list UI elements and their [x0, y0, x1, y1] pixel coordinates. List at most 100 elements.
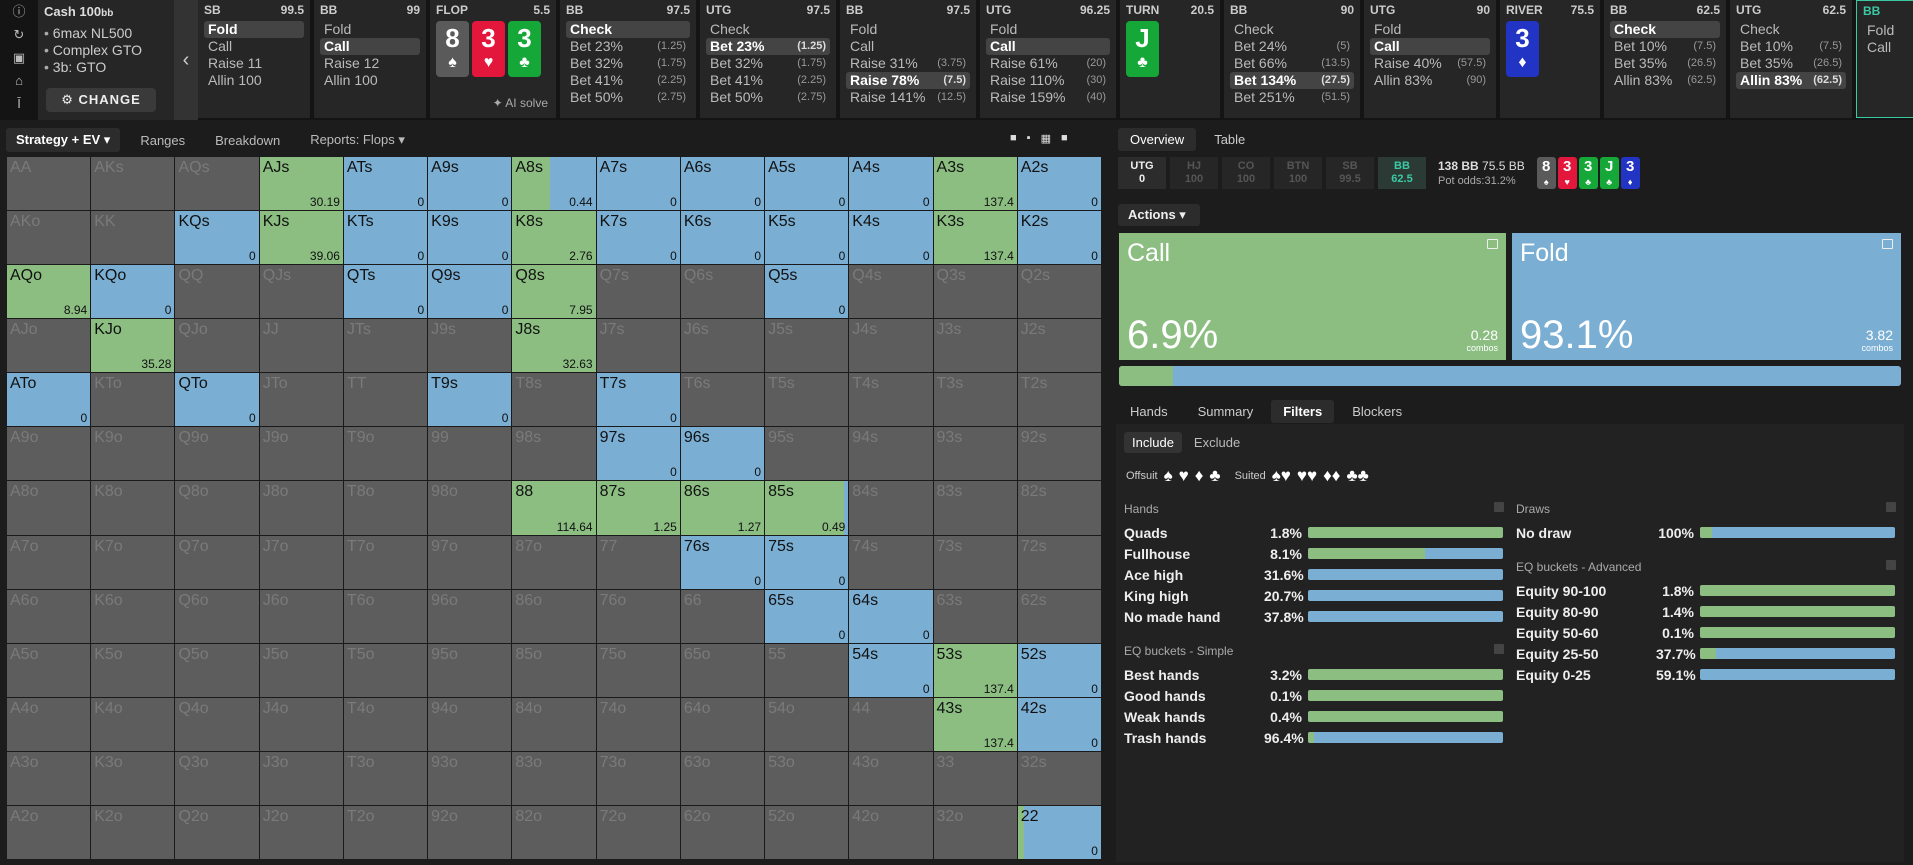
hand-cell[interactable]: J7s: [596, 319, 680, 373]
filter-row[interactable]: Equity 90-100 1.8%: [1516, 580, 1896, 601]
history-action[interactable]: Call: [204, 38, 304, 55]
hand-cell[interactable]: KJo 35.28: [91, 319, 175, 373]
history-action[interactable]: Fold: [1863, 22, 1913, 39]
hand-cell[interactable]: TT: [343, 373, 428, 427]
hand-cell[interactable]: JTo: [259, 373, 343, 427]
hand-cell[interactable]: 63o: [680, 751, 765, 805]
history-action[interactable]: Allin 83% (62.5): [1736, 72, 1846, 89]
hand-cell[interactable]: KTo: [91, 373, 175, 427]
filter-row[interactable]: No made hand 37.8%: [1124, 606, 1504, 627]
hand-cell[interactable]: AJs 30.19: [259, 157, 343, 211]
hand-cell[interactable]: 74o: [596, 697, 680, 751]
history-action[interactable]: Raise 31% (3.75): [846, 55, 970, 72]
hand-cell[interactable]: 96o: [428, 589, 512, 643]
actions-dropdown[interactable]: Actions ▾: [1118, 204, 1200, 226]
section-toggle-icon[interactable]: [1494, 502, 1504, 512]
hand-cell[interactable]: KK: [91, 211, 175, 265]
hand-cell[interactable]: 82s: [1017, 481, 1101, 535]
refresh-icon[interactable]: ↻: [13, 27, 25, 42]
history-step[interactable]: BB 97.5 Fold Call Raise 31% (3.75) Raise 78% (7…: [840, 0, 976, 118]
position-sb[interactable]: SB 99.5: [1326, 157, 1374, 189]
hand-cell[interactable]: 53s 137.4: [933, 643, 1017, 697]
hand-cell[interactable]: 43o: [849, 751, 933, 805]
filter-row[interactable]: Equity 50-60 0.1%: [1516, 622, 1896, 643]
hand-cell[interactable]: A4o: [7, 697, 91, 751]
ai-solve-button[interactable]: ✦ AI solve: [492, 96, 548, 110]
history-action[interactable]: Call: [1863, 39, 1913, 56]
offsuit-filter-icon[interactable]: ♦: [1194, 466, 1204, 485]
hand-cell[interactable]: KJs 39.06: [259, 211, 343, 265]
expand-icon[interactable]: [1487, 239, 1498, 249]
hand-cell[interactable]: Q9o: [175, 427, 259, 481]
hand-cell[interactable]: 32s: [1017, 751, 1101, 805]
history-action[interactable]: Call: [1370, 38, 1490, 55]
hand-cell[interactable]: K4s 0: [849, 211, 933, 265]
hand-cell[interactable]: T9o: [343, 427, 428, 481]
hand-cell[interactable]: J6o: [259, 589, 343, 643]
hand-cell[interactable]: J3o: [259, 751, 343, 805]
hand-cell[interactable]: QTo 0: [175, 373, 259, 427]
hand-cell[interactable]: Q3o: [175, 751, 259, 805]
history-action[interactable]: Bet 23% (1.25): [706, 38, 830, 55]
hand-cell[interactable]: AQo 8.94: [7, 265, 91, 319]
hand-cell[interactable]: 43s 137.4: [933, 697, 1017, 751]
hand-cell[interactable]: QQ: [175, 265, 259, 319]
tab-strategy-ev[interactable]: Strategy + EV ▾: [6, 128, 121, 152]
history-action[interactable]: Bet 35% (26.5): [1736, 55, 1846, 72]
history-action[interactable]: Bet 66% (13.5): [1230, 55, 1354, 72]
hand-cell[interactable]: 55: [765, 643, 849, 697]
history-action[interactable]: Call: [320, 38, 420, 55]
history-step[interactable]: UTG 62.5 Check Bet 10% (7.5) Bet 35% (26.5) All…: [1730, 0, 1852, 118]
hand-cell[interactable]: A5s 0: [765, 157, 849, 211]
hand-cell[interactable]: K6s 0: [680, 211, 765, 265]
hand-cell[interactable]: 93o: [428, 751, 512, 805]
hand-cell[interactable]: K2o: [91, 805, 175, 859]
filter-row[interactable]: Ace high 31.6%: [1124, 564, 1504, 585]
history-action[interactable]: Bet 23% (1.25): [566, 38, 690, 55]
hand-cell[interactable]: AA: [7, 157, 91, 211]
history-action[interactable]: Bet 35% (26.5): [1610, 55, 1720, 72]
hand-cell[interactable]: 82o: [512, 805, 596, 859]
hand-cell[interactable]: J5o: [259, 643, 343, 697]
hand-cell[interactable]: T2s: [1017, 373, 1101, 427]
hand-cell[interactable]: A6o: [7, 589, 91, 643]
hand-cell[interactable]: K3o: [91, 751, 175, 805]
hand-cell[interactable]: 92o: [428, 805, 512, 859]
hand-cell[interactable]: K7o: [91, 535, 175, 589]
hand-cell[interactable]: J9o: [259, 427, 343, 481]
history-step[interactable]: BB 90 Check Bet 24% (5) Bet 66% (13.5) Bet 134%…: [1224, 0, 1360, 118]
hand-cell[interactable]: J4s: [849, 319, 933, 373]
position-co[interactable]: CO 100: [1222, 157, 1270, 189]
hand-cell[interactable]: JJ: [259, 319, 343, 373]
hand-cell[interactable]: J8s 32.63: [512, 319, 596, 373]
hand-cell[interactable]: A7o: [7, 535, 91, 589]
hand-cell[interactable]: 74s: [849, 535, 933, 589]
filter-row[interactable]: Equity 0-25 59.1%: [1516, 664, 1896, 685]
history-action[interactable]: Bet 24% (5): [1230, 38, 1354, 55]
history-step[interactable]: UTG 97.5 Check Bet 23% (1.25) Bet 32% (1.75) Be…: [700, 0, 836, 118]
hand-cell[interactable]: 22 0: [1017, 805, 1101, 859]
text-icon[interactable]: Ī: [17, 96, 21, 111]
history-action[interactable]: Allin 100: [204, 72, 304, 89]
hand-cell[interactable]: QTs 0: [343, 265, 428, 319]
position-bb[interactable]: BB 62.5: [1378, 157, 1426, 189]
hand-cell[interactable]: 87s 1.25: [596, 481, 680, 535]
hand-cell[interactable]: K8s 2.76: [512, 211, 596, 265]
hand-cell[interactable]: 76o: [596, 589, 680, 643]
history-action[interactable]: Bet 50% (2.75): [566, 89, 690, 106]
hand-cell[interactable]: Q7o: [175, 535, 259, 589]
hand-cell[interactable]: Q8s 7.95: [512, 265, 596, 319]
change-button[interactable]: ⚙ CHANGE: [46, 88, 156, 112]
expand-icon[interactable]: [1882, 239, 1893, 249]
hand-cell[interactable]: T7s 0: [596, 373, 680, 427]
hand-cell[interactable]: Q6o: [175, 589, 259, 643]
tab-blockers[interactable]: Blockers: [1352, 404, 1403, 419]
history-action[interactable]: Bet 32% (1.75): [706, 55, 830, 72]
filter-row[interactable]: Good hands 0.1%: [1124, 685, 1504, 706]
hand-cell[interactable]: T4s: [849, 373, 933, 427]
tab-reports-flops[interactable]: Reports: Flops ▾: [300, 128, 415, 152]
hand-cell[interactable]: A5o: [7, 643, 91, 697]
history-action[interactable]: Call: [846, 38, 970, 55]
history-action[interactable]: Allin 83% (62.5): [1610, 72, 1720, 89]
